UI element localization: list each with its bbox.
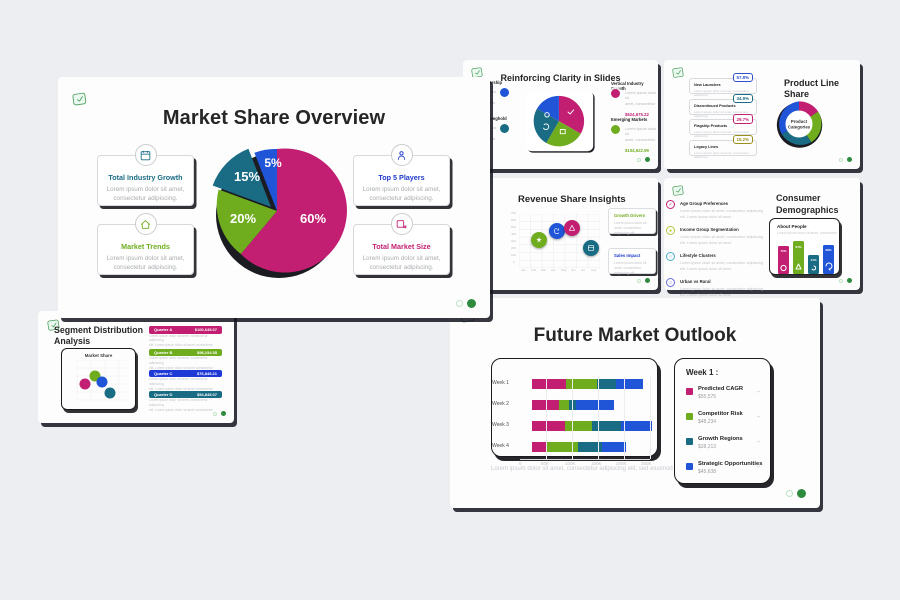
svg-text:44%: 44% bbox=[810, 258, 816, 262]
svg-text:72%: 72% bbox=[780, 249, 786, 253]
svg-text:Categories: Categories bbox=[788, 124, 811, 129]
svg-text:84%: 84% bbox=[795, 245, 801, 249]
svg-text:68%: 68% bbox=[825, 248, 831, 252]
svg-text:20%: 20% bbox=[230, 211, 256, 226]
svg-text:5%: 5% bbox=[264, 156, 282, 170]
svg-text:60%: 60% bbox=[300, 211, 326, 226]
svg-text:Product: Product bbox=[791, 119, 808, 124]
svg-text:15%: 15% bbox=[234, 169, 260, 184]
